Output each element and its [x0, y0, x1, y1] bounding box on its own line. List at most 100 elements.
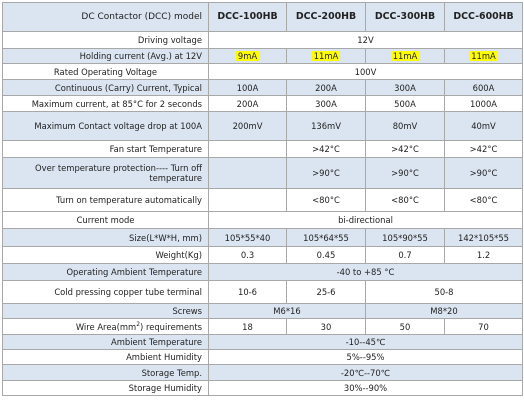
- value-cell: 10-6: [208, 280, 287, 304]
- row-value: -20℃--70℃: [208, 364, 523, 381]
- value-cell: 200mV: [208, 111, 287, 141]
- value-cell: 142*105*55: [444, 228, 523, 247]
- model-dcc-100hb: DCC-100HB: [208, 2, 287, 32]
- row-value: 12V: [208, 31, 523, 49]
- value-cell: 200A: [286, 79, 366, 96]
- value-cell: <80°C: [444, 188, 523, 212]
- value-cell: 50-8: [365, 280, 523, 304]
- model-dcc-600hb: DCC-600HB: [444, 2, 523, 32]
- row-rated-voltage: Rated Operating Voltage 100V: [2, 63, 523, 80]
- wire-area-label-post: ) requirements: [140, 321, 202, 332]
- value-cell: <80°C: [286, 188, 366, 212]
- row-label: Screws: [2, 303, 209, 319]
- value-cell: >42°C: [365, 140, 445, 158]
- value-cell: 18: [208, 318, 287, 335]
- value-cell: 300A: [365, 79, 445, 96]
- row-weight: Weight(Kg) 0.3 0.45 0.7 1.2: [2, 246, 523, 264]
- row-label: Ambient Humidity: [2, 349, 209, 365]
- wire-area-label-pre: Wire Area(mm: [75, 321, 137, 332]
- value-cell: 0.45: [286, 246, 366, 264]
- row-value: 100V: [208, 63, 523, 80]
- row-label: Ambient Temperature: [2, 334, 209, 350]
- row-label: Current mode: [2, 211, 209, 229]
- row-screws: Screws M6*16 M8*20: [2, 303, 523, 319]
- value-cell: 50: [365, 318, 445, 335]
- value-cell: 300A: [286, 95, 366, 112]
- row-continuous-current: Continuous (Carry) Current, Typical 100A…: [2, 79, 523, 96]
- value-cell: 70: [444, 318, 523, 335]
- value-cell: M6*16: [208, 303, 366, 319]
- row-size: Size(L*W*H, mm) 105*55*40 105*64*55 105*…: [2, 228, 523, 247]
- row-storage-temp: Storage Temp. -20℃--70℃: [2, 364, 523, 381]
- value-cell: 11mA: [365, 48, 445, 64]
- value-cell: [208, 188, 287, 212]
- value-cell: [208, 140, 287, 158]
- value-cell: M8*20: [365, 303, 523, 319]
- highlighted-value: 11mA: [390, 51, 420, 61]
- value-cell: 25-6: [286, 280, 366, 304]
- wire-area-label-sup: 2: [136, 320, 141, 328]
- row-driving-voltage: Driving voltage 12V: [2, 31, 523, 49]
- highlighted-value: 11mA: [311, 51, 341, 61]
- row-label: Continuous (Carry) Current, Typical: [2, 79, 209, 96]
- row-label: Turn on temperature automatically: [2, 188, 209, 212]
- row-label: Operating Ambient Temperature: [2, 263, 209, 281]
- row-holding-current: Holding current (Avg.) at 12V 9mA 11mA 1…: [2, 48, 523, 64]
- row-storage-humidity: Storage Humidity 30%--90%: [2, 380, 523, 396]
- row-turn-on-temp: Turn on temperature automatically <80°C …: [2, 188, 523, 212]
- row-label: Fan start Temperature: [2, 140, 209, 158]
- row-label: Storage Temp.: [2, 364, 209, 381]
- value-cell: >90°C: [444, 157, 523, 189]
- value-cell: 136mV: [286, 111, 366, 141]
- value-cell: 9mA: [208, 48, 287, 64]
- value-cell: [208, 157, 287, 189]
- value-cell: 1000A: [444, 95, 523, 112]
- row-over-temp-protection: Over temperature protection---- Turn off…: [2, 157, 523, 189]
- value-cell: >90°C: [286, 157, 366, 189]
- row-terminal: Cold pressing copper tube terminal 10-6 …: [2, 280, 523, 304]
- value-cell: 0.3: [208, 246, 287, 264]
- value-cell: 1.2: [444, 246, 523, 264]
- value-cell: >90°C: [365, 157, 445, 189]
- row-label: Rated Operating Voltage: [2, 63, 209, 80]
- row-value: 5%--95%: [208, 349, 523, 365]
- row-ambient-humidity: Ambient Humidity 5%--95%: [2, 349, 523, 365]
- row-label: Wire Area(mm2) requirements: [2, 318, 209, 335]
- row-label: Cold pressing copper tube terminal: [2, 280, 209, 304]
- row-fan-start: Fan start Temperature >42°C >42°C >42°C: [2, 140, 523, 158]
- row-value: 30%--90%: [208, 380, 523, 396]
- row-value: bi-directional: [208, 211, 523, 229]
- row-label: Storage Humidity: [2, 380, 209, 396]
- value-cell: 11mA: [444, 48, 523, 64]
- highlighted-value: 11mA: [469, 51, 498, 61]
- row-operating-ambient-temp: Operating Ambient Temperature -40 to +85…: [2, 263, 523, 281]
- row-current-mode: Current mode bi-directional: [2, 211, 523, 229]
- row-label: Holding current (Avg.) at 12V: [2, 48, 209, 64]
- value-cell: 80mV: [365, 111, 445, 141]
- value-cell: 11mA: [286, 48, 366, 64]
- row-label: Driving voltage: [2, 31, 209, 49]
- value-cell: 105*55*40: [208, 228, 287, 247]
- value-cell: 600A: [444, 79, 523, 96]
- row-value: -40 to +85 °C: [208, 263, 523, 281]
- row-label: Weight(Kg): [2, 246, 209, 264]
- table-header-row: DC Contactor (DCC) model DCC-100HB DCC-2…: [2, 2, 523, 32]
- model-dcc-200hb: DCC-200HB: [286, 2, 366, 32]
- value-cell: 40mV: [444, 111, 523, 141]
- highlighted-value: 9mA: [235, 51, 260, 61]
- value-cell: <80°C: [365, 188, 445, 212]
- row-label: Size(L*W*H, mm): [2, 228, 209, 247]
- row-max-current: Maximum current, at 85°C for 2 seconds 2…: [2, 95, 523, 112]
- value-cell: 105*64*55: [286, 228, 366, 247]
- value-cell: 500A: [365, 95, 445, 112]
- value-cell: >42°C: [444, 140, 523, 158]
- header-title: DC Contactor (DCC) model: [2, 2, 209, 32]
- row-label: Over temperature protection---- Turn off…: [2, 157, 209, 189]
- model-dcc-300hb: DCC-300HB: [365, 2, 445, 32]
- value-cell: >42°C: [286, 140, 366, 158]
- row-max-voltage-drop: Maximum Contact voltage drop at 100A 200…: [2, 111, 523, 141]
- row-value: -10--45℃: [208, 334, 523, 350]
- value-cell: 100A: [208, 79, 287, 96]
- row-ambient-temp: Ambient Temperature -10--45℃: [2, 334, 523, 350]
